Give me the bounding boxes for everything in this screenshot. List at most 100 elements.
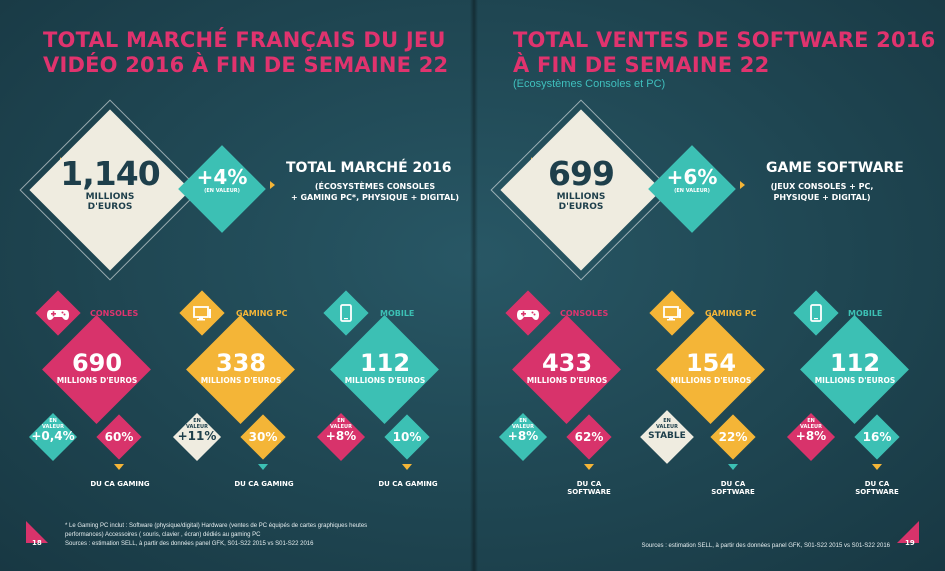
right-growth-note: (EN VALEUR) bbox=[674, 188, 710, 194]
right-pc-value-text: 154 MILLIONS D'EUROS bbox=[661, 349, 761, 386]
left-mobile-share: 10% bbox=[392, 430, 422, 444]
right-mobile-caption: DU CA SOFTWARE bbox=[855, 480, 899, 496]
left-mobile-growth-text: EN VALEUR +8% bbox=[318, 419, 364, 443]
left-consoles-growth-text: EN VALEUR +0,4% bbox=[30, 419, 76, 443]
left-mobile-caption: DU CA GAMING bbox=[378, 480, 438, 488]
left-pc-growth-note-2: VALEUR bbox=[186, 424, 208, 430]
right-consoles-growth: +8% bbox=[507, 429, 539, 443]
left-mobile-label: MOBILE bbox=[380, 309, 415, 318]
left-growth-value: +4% bbox=[196, 165, 248, 189]
right-pc-unit: MILLIONS D'EUROS bbox=[670, 376, 752, 385]
right-pc-share: 22% bbox=[718, 430, 748, 444]
right-pc-label: GAMING PC bbox=[705, 309, 757, 318]
right-mobile-growth-note-1: EN bbox=[807, 418, 815, 424]
right-total-value: 699 bbox=[548, 154, 615, 193]
left-page-number: 18 bbox=[32, 539, 42, 547]
smartphone-icon bbox=[334, 301, 358, 325]
left-pc-caption-arrow bbox=[258, 464, 268, 470]
left-pc-label: GAMING PC bbox=[236, 309, 288, 318]
left-pc-unit: MILLIONS D'EUROS bbox=[200, 376, 282, 385]
left-pc-value: 338 bbox=[215, 349, 267, 377]
monitor-icon bbox=[190, 301, 214, 325]
right-consoles-value: 433 bbox=[541, 349, 593, 377]
right-mobile-share: 16% bbox=[862, 430, 892, 444]
right-pc-growth-text: EN VALEUR STABLE bbox=[640, 419, 694, 443]
right-consoles-growth-text: EN VALEUR +8% bbox=[500, 419, 546, 443]
right-pointer-arrow bbox=[740, 181, 745, 189]
left-footnote: * Le Gaming PC inclut : Software (physiq… bbox=[65, 522, 465, 549]
right-title-line-1: TOTAL VENTES DE SOFTWARE 2016 bbox=[513, 28, 936, 52]
left-pc-growth-text: EN VALEUR +11% bbox=[174, 419, 220, 443]
right-pc-growth-note-1: EN bbox=[663, 418, 671, 424]
left-description: (ÉCOSYSTÈMES CONSOLES + GAMING PC*, PHYS… bbox=[265, 181, 485, 203]
left-consoles-value: 690 bbox=[71, 349, 123, 377]
right-pc-growth-note-2: VALEUR bbox=[656, 424, 678, 430]
right-total-unit-1: MILLIONS bbox=[556, 192, 606, 202]
left-consoles-share: 60% bbox=[104, 430, 134, 444]
left-total-text: 1,140 MILLIONS D'EUROS bbox=[50, 154, 170, 213]
gamepad-icon bbox=[516, 301, 540, 325]
left-footnote-line-3: Sources : estimation SELL, à partir des … bbox=[65, 541, 314, 547]
left-consoles-caption-arrow bbox=[114, 464, 124, 470]
left-page-corner bbox=[26, 521, 48, 543]
right-consoles-label: CONSOLES bbox=[560, 309, 609, 318]
right-pc-caption-arrow bbox=[728, 464, 738, 470]
smartphone-icon bbox=[804, 301, 828, 325]
left-headline: TOTAL MARCHÉ 2016 bbox=[286, 160, 452, 176]
left-pointer-arrow bbox=[270, 181, 275, 189]
left-total-unit-2: D'EUROS bbox=[87, 202, 133, 212]
right-mobile-growth-note-2: VALEUR bbox=[800, 424, 822, 430]
right-growth-value: +6% bbox=[666, 165, 718, 189]
right-consoles-share: 62% bbox=[574, 430, 604, 444]
right-page-corner bbox=[897, 521, 919, 543]
left-growth-note: (EN VALEUR) bbox=[204, 188, 240, 194]
left-mobile-value-text: 112 MILLIONS D'EUROS bbox=[335, 349, 435, 386]
left-mobile-value: 112 bbox=[359, 349, 411, 377]
left-pc-caption: DU CA GAMING bbox=[234, 480, 294, 488]
right-description: (JEUX CONSOLES + PC, PHYSIQUE + DIGITAL) bbox=[742, 181, 902, 203]
gamepad-icon bbox=[46, 301, 70, 325]
left-desc-line-1: (ÉCOSYSTÈMES CONSOLES bbox=[314, 182, 436, 191]
left-pc-growth-note-1: EN bbox=[193, 418, 201, 424]
right-pc-value: 154 bbox=[685, 349, 737, 377]
left-growth-text: +4% (EN VALEUR) bbox=[186, 166, 258, 194]
left-consoles-label: CONSOLES bbox=[90, 309, 139, 318]
right-growth-text: +6% (EN VALEUR) bbox=[656, 166, 728, 194]
right-consoles-caption: DU CA SOFTWARE bbox=[567, 480, 611, 496]
book-spine bbox=[470, 0, 478, 571]
left-total-unit-1: MILLIONS bbox=[85, 192, 135, 202]
left-consoles-growth-note-1: EN bbox=[49, 418, 57, 424]
left-consoles-value-text: 690 MILLIONS D'EUROS bbox=[47, 349, 147, 386]
right-mobile-unit: MILLIONS D'EUROS bbox=[814, 376, 896, 385]
right-mobile-label: MOBILE bbox=[848, 309, 883, 318]
right-title-line-2: À FIN DE SEMAINE 22 bbox=[513, 53, 770, 77]
left-pc-value-text: 338 MILLIONS D'EUROS bbox=[191, 349, 291, 386]
right-consoles-value-text: 433 MILLIONS D'EUROS bbox=[517, 349, 617, 386]
left-mobile-growth-note-1: EN bbox=[337, 418, 345, 424]
right-total-unit-2: D'EUROS bbox=[558, 202, 604, 212]
left-desc-line-2: + GAMING PC*, PHYSIQUE + DIGITAL) bbox=[290, 193, 460, 202]
right-desc-line-2: PHYSIQUE + DIGITAL) bbox=[773, 193, 871, 202]
right-consoles-growth-note-1: EN bbox=[519, 418, 527, 424]
left-title: TOTAL MARCHÉ FRANÇAIS DU JEU VIDÉO 2016 … bbox=[43, 28, 448, 78]
left-consoles-unit: MILLIONS D'EUROS bbox=[56, 376, 138, 385]
left-pc-share: 30% bbox=[248, 430, 278, 444]
right-mobile-value: 112 bbox=[829, 349, 881, 377]
right-desc-line-1: (JEUX CONSOLES + PC, bbox=[770, 182, 874, 191]
right-page-number: 19 bbox=[905, 539, 915, 547]
left-footnote-line-2: performances) Accessoires ( souris, clav… bbox=[65, 532, 261, 538]
left-total-value: 1,140 bbox=[60, 154, 160, 193]
right-total-text: 699 MILLIONS D'EUROS bbox=[521, 154, 641, 213]
right-mobile-growth: +8% bbox=[795, 429, 827, 443]
right-consoles-unit: MILLIONS D'EUROS bbox=[526, 376, 608, 385]
right-pc-caption: DU CA SOFTWARE bbox=[711, 480, 755, 496]
right-headline: GAME SOFTWARE bbox=[766, 160, 904, 176]
monitor-icon bbox=[660, 301, 684, 325]
right-pc-growth: STABLE bbox=[648, 431, 686, 441]
right-consoles-caption-arrow bbox=[584, 464, 594, 470]
left-consoles-growth: +0,4% bbox=[31, 429, 75, 443]
left-mobile-growth: +8% bbox=[325, 429, 357, 443]
right-mobile-growth-text: EN VALEUR +8% bbox=[788, 419, 834, 443]
left-mobile-unit: MILLIONS D'EUROS bbox=[344, 376, 426, 385]
